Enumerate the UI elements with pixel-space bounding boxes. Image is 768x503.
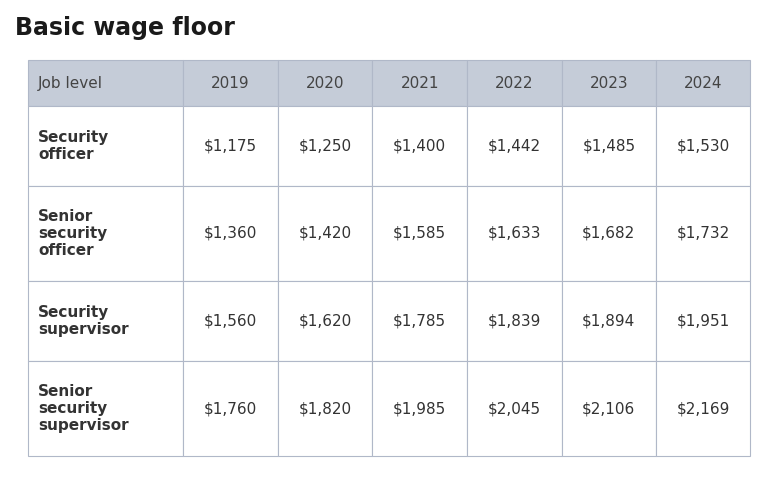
- Bar: [184, 60, 278, 106]
- Text: Basic wage floor: Basic wage floor: [15, 16, 235, 40]
- Text: $1,682: $1,682: [582, 226, 635, 241]
- Bar: [28, 106, 184, 186]
- Bar: [561, 60, 656, 106]
- Bar: [278, 281, 372, 361]
- Bar: [656, 60, 750, 106]
- Text: $2,169: $2,169: [677, 401, 730, 416]
- Text: $1,442: $1,442: [488, 138, 541, 153]
- Text: $1,530: $1,530: [677, 138, 730, 153]
- Text: $1,633: $1,633: [488, 226, 541, 241]
- Text: $1,732: $1,732: [677, 226, 730, 241]
- Text: 2022: 2022: [495, 75, 534, 91]
- Bar: [561, 106, 656, 186]
- Text: Security
officer: Security officer: [38, 130, 109, 162]
- Text: Security
supervisor: Security supervisor: [38, 305, 128, 337]
- Text: 2023: 2023: [590, 75, 628, 91]
- Bar: [561, 186, 656, 281]
- Bar: [28, 186, 184, 281]
- Text: $2,106: $2,106: [582, 401, 635, 416]
- Text: $1,400: $1,400: [393, 138, 446, 153]
- Bar: [372, 361, 467, 456]
- Bar: [467, 361, 561, 456]
- Text: $1,839: $1,839: [488, 313, 541, 328]
- Text: $1,485: $1,485: [582, 138, 635, 153]
- Bar: [278, 186, 372, 281]
- Bar: [656, 106, 750, 186]
- Bar: [372, 106, 467, 186]
- Bar: [372, 281, 467, 361]
- Text: Job level: Job level: [38, 75, 103, 91]
- Bar: [372, 60, 467, 106]
- Bar: [561, 361, 656, 456]
- Bar: [467, 281, 561, 361]
- Bar: [278, 106, 372, 186]
- Text: $1,951: $1,951: [677, 313, 730, 328]
- Text: $1,175: $1,175: [204, 138, 257, 153]
- Bar: [278, 361, 372, 456]
- Text: $1,820: $1,820: [299, 401, 352, 416]
- Text: $1,760: $1,760: [204, 401, 257, 416]
- Text: Senior
security
supervisor: Senior security supervisor: [38, 384, 128, 434]
- Text: $2,045: $2,045: [488, 401, 541, 416]
- Bar: [372, 186, 467, 281]
- Bar: [28, 281, 184, 361]
- Bar: [184, 186, 278, 281]
- Text: $1,620: $1,620: [299, 313, 352, 328]
- Text: 2024: 2024: [684, 75, 723, 91]
- Text: $1,985: $1,985: [393, 401, 446, 416]
- Text: $1,250: $1,250: [299, 138, 352, 153]
- Text: $1,585: $1,585: [393, 226, 446, 241]
- Bar: [467, 186, 561, 281]
- Bar: [278, 60, 372, 106]
- Bar: [656, 281, 750, 361]
- Bar: [467, 60, 561, 106]
- Text: $1,785: $1,785: [393, 313, 446, 328]
- Bar: [184, 281, 278, 361]
- Text: $1,420: $1,420: [299, 226, 352, 241]
- Text: 2021: 2021: [400, 75, 439, 91]
- Bar: [656, 186, 750, 281]
- Text: 2019: 2019: [211, 75, 250, 91]
- Bar: [467, 106, 561, 186]
- Bar: [28, 60, 184, 106]
- Bar: [561, 281, 656, 361]
- Bar: [184, 361, 278, 456]
- Bar: [28, 361, 184, 456]
- Text: Senior
security
officer: Senior security officer: [38, 209, 108, 259]
- Bar: [656, 361, 750, 456]
- Text: $1,894: $1,894: [582, 313, 635, 328]
- Text: 2020: 2020: [306, 75, 344, 91]
- Bar: [184, 106, 278, 186]
- Text: $1,360: $1,360: [204, 226, 257, 241]
- Text: $1,560: $1,560: [204, 313, 257, 328]
